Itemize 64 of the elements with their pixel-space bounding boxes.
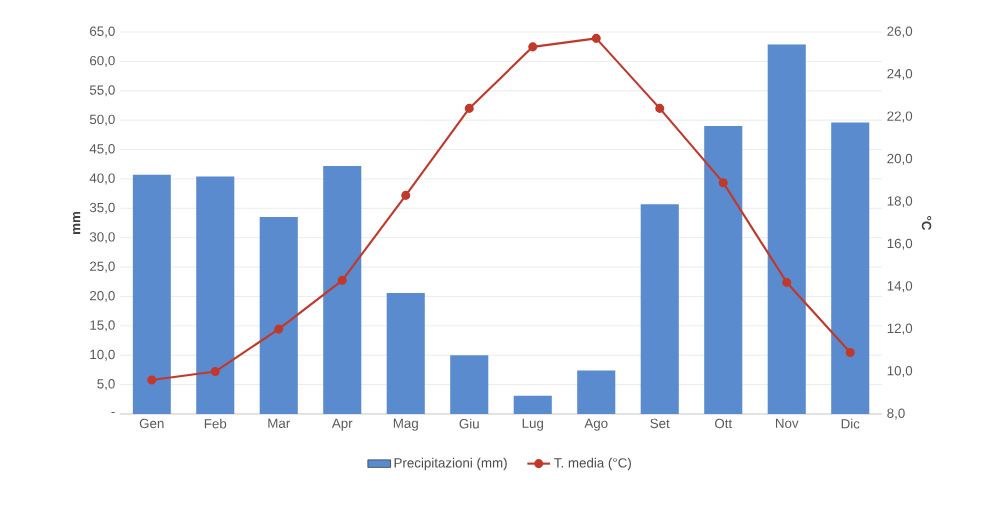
legend-label: T. media (°C) (554, 457, 631, 471)
bar (386, 292, 425, 414)
bar (767, 44, 806, 414)
bar (513, 395, 552, 414)
x-tick-label: Ott (714, 418, 733, 429)
point (591, 33, 601, 43)
point (464, 103, 474, 113)
y-tick-label: 45,0 (89, 144, 115, 156)
y-tick-label: 5,0 (97, 379, 115, 391)
bar (132, 174, 171, 414)
x-tick-label: Gen (139, 418, 164, 429)
y-tick-label: 30,0 (89, 232, 115, 244)
point (337, 275, 347, 285)
y-tick-label: 25,0 (90, 261, 115, 273)
bar (196, 176, 235, 414)
y-tick-label: 10,0 (90, 349, 115, 361)
x-tick-label: Feb (204, 418, 227, 429)
bar (323, 165, 362, 414)
bar (577, 370, 616, 414)
x-tick-label: Nov (775, 418, 799, 428)
bar (450, 355, 489, 414)
y2-tick-label: 18,0 (887, 196, 913, 208)
y-tick-label: 35,0 (89, 202, 115, 214)
y-tick-label: 65,0 (90, 26, 115, 38)
point (782, 277, 792, 287)
y-tick-label: 40,0 (89, 173, 115, 185)
bar (640, 204, 679, 414)
y2-tick-label: 20,0 (887, 153, 913, 165)
x-tick-label: Ago (584, 418, 608, 431)
bar (259, 217, 298, 414)
y-axis-title: mm (73, 211, 81, 234)
y-tick-label: 55,0 (89, 85, 115, 97)
bar (831, 122, 870, 414)
x-tick-label: Giu (459, 418, 479, 429)
y2-tick-label: 12,0 (887, 323, 913, 335)
y2-tick-label: 14,0 (887, 281, 913, 293)
point (401, 190, 411, 200)
point (655, 103, 665, 113)
x-tick-label: Dic (841, 418, 860, 429)
y-tick-label: 15,0 (90, 320, 115, 332)
y2-axis-title: °C (921, 216, 932, 231)
point (147, 375, 157, 385)
point (718, 178, 728, 188)
y2-tick-label: 26,0 (887, 26, 913, 38)
x-tick-label: Mar (268, 418, 291, 428)
y2-tick-label: 22,0 (887, 111, 913, 123)
x-tick-label: Set (650, 418, 670, 429)
y2-tick-label: 10,0 (887, 366, 913, 378)
y-tick-label: - (111, 411, 115, 413)
y-tick-label: 20,0 (90, 290, 115, 302)
y-tick-label: 50,0 (89, 114, 115, 126)
point (845, 347, 855, 357)
point (210, 367, 220, 377)
point (528, 42, 538, 52)
bar (704, 126, 743, 414)
y2-tick-label: 16,0 (887, 238, 913, 250)
point (274, 324, 284, 334)
y2-tick-label: 24,0 (887, 68, 913, 80)
x-tick-label: Lug (522, 418, 544, 431)
legend-label: Precipitazioni (mm) (394, 457, 507, 471)
y2-tick-label: 8,0 (887, 408, 905, 420)
x-tick-label: Mag (393, 418, 418, 431)
y-tick-label: 60,0 (90, 55, 115, 67)
x-tick-label: Apr (331, 418, 353, 431)
